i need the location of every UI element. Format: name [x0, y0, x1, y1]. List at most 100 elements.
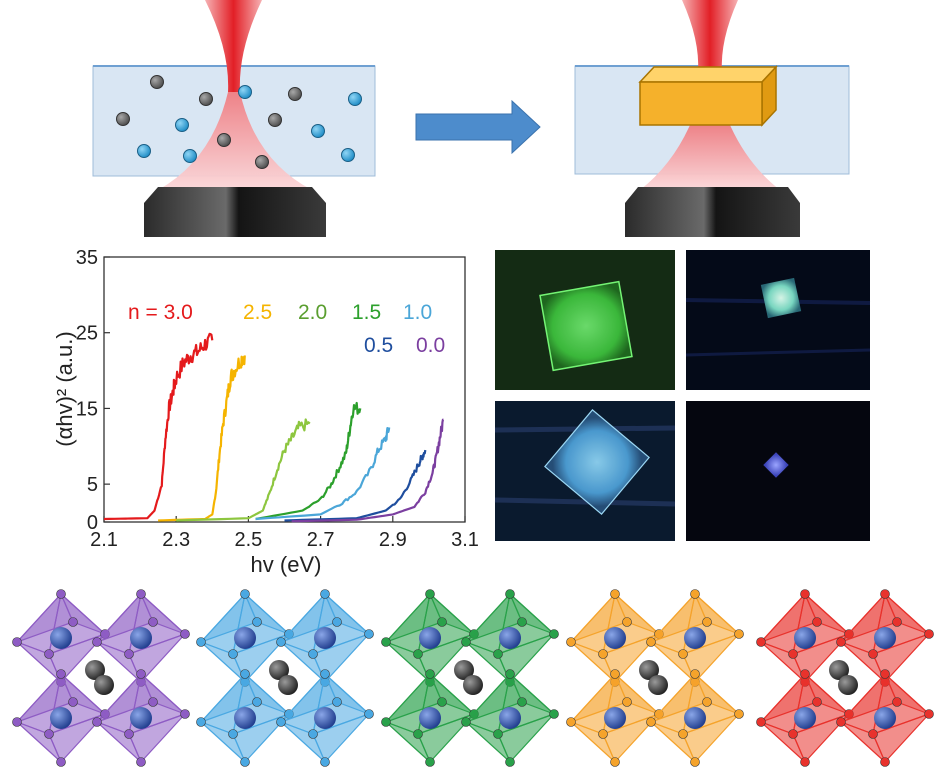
- halide-atom: [924, 629, 934, 639]
- cation-atom: [639, 660, 659, 680]
- halide-atom: [320, 669, 330, 679]
- halide-atom: [788, 729, 798, 739]
- absorption-chart: 0 5 15 25 35 2.1 2.3 2.5 2.7 2.9 3.1 hv (eV) (αhv…: [52, 247, 479, 577]
- metal-atom: [50, 627, 72, 649]
- halide-atom: [598, 729, 608, 739]
- halide-atom: [690, 589, 700, 599]
- metal-atom: [234, 707, 256, 729]
- halide-atom: [880, 669, 890, 679]
- halide-atom: [517, 617, 527, 627]
- halide-atom: [44, 649, 54, 659]
- gray-particle: [217, 133, 231, 147]
- gray-particle: [288, 87, 302, 101]
- blue-particle: [137, 144, 151, 158]
- octahedron-face: [509, 673, 555, 715]
- halide-atom: [836, 717, 846, 727]
- halide-atom: [868, 649, 878, 659]
- octahedron-face: [429, 673, 475, 715]
- halide-atom: [788, 649, 798, 659]
- laser-beam-bottom: [158, 92, 312, 190]
- halide-atom: [892, 617, 902, 627]
- halide-atom: [812, 617, 822, 627]
- octahedron-face: [804, 673, 850, 715]
- octahedron-face: [60, 593, 106, 635]
- metal-atom: [130, 707, 152, 729]
- y-tick-label: 0: [87, 512, 98, 534]
- y-tick-label: 35: [76, 247, 98, 269]
- blue-particle: [311, 124, 325, 138]
- octahedron-face: [324, 593, 370, 635]
- gray-particle: [268, 113, 282, 127]
- halide-atom: [461, 637, 471, 647]
- gray-particle: [199, 92, 213, 106]
- octahedron-face: [682, 713, 740, 764]
- octahedron: [92, 669, 190, 767]
- halide-atom: [308, 649, 318, 659]
- perovskite-structures: [12, 589, 934, 767]
- halide-atom: [252, 617, 262, 627]
- octahedron-face: [614, 593, 660, 635]
- halide-atom: [136, 589, 146, 599]
- octahedron: [756, 669, 854, 767]
- octahedron: [12, 589, 110, 687]
- x-tick-label: 2.3: [162, 529, 190, 551]
- legend-label: n = 3.0: [128, 301, 193, 324]
- laser-beam-top: [205, 0, 262, 92]
- halide-atom: [308, 729, 318, 739]
- laser-beam-bottom: [640, 125, 780, 190]
- octahedron-face: [804, 593, 850, 635]
- halide-atom: [124, 729, 134, 739]
- halide-atom: [240, 589, 250, 599]
- series-line: [255, 427, 391, 521]
- gray-particle: [116, 112, 130, 126]
- blue-particle: [175, 118, 189, 132]
- halide-atom: [136, 669, 146, 679]
- metal-atom: [794, 627, 816, 649]
- halide-atom: [68, 617, 78, 627]
- halide-atom: [381, 717, 391, 727]
- legend: n = 3.0 2.5 2.0 1.5 1.0 0.5 0.0: [128, 301, 445, 357]
- halide-atom: [756, 717, 766, 727]
- perovskite-structure-purple: [12, 589, 190, 767]
- octahedron-face: [232, 713, 290, 764]
- metal-atom: [604, 627, 626, 649]
- halide-atom: [320, 589, 330, 599]
- cation-atom: [94, 675, 114, 695]
- halide-atom: [800, 757, 810, 767]
- halide-atom: [702, 697, 712, 707]
- halide-atom: [493, 729, 503, 739]
- x-axis-label: hv (eV): [251, 552, 322, 577]
- halide-atom: [276, 717, 286, 727]
- halide-atom: [276, 637, 286, 647]
- schematic-after: [574, 0, 850, 237]
- microscope-image-cyan-square: [685, 250, 871, 390]
- halide-atom: [437, 617, 447, 627]
- halide-atom: [690, 757, 700, 767]
- cation-atom: [454, 660, 474, 680]
- halide-atom: [734, 629, 744, 639]
- metal-atom: [419, 627, 441, 649]
- metal-atom: [604, 707, 626, 729]
- y-tick-label: 25: [76, 323, 98, 345]
- halide-atom: [56, 669, 66, 679]
- perovskite-structure-red: [756, 589, 934, 767]
- metal-atom: [684, 627, 706, 649]
- laser-beam-top: [682, 0, 738, 72]
- halide-atom: [92, 637, 102, 647]
- halide-atom: [566, 717, 576, 727]
- halide-atom: [425, 669, 435, 679]
- process-arrow: [415, 99, 541, 155]
- halide-atom: [240, 757, 250, 767]
- blue-particle: [183, 149, 197, 163]
- halide-atom: [610, 757, 620, 767]
- halide-atom: [690, 669, 700, 679]
- halide-atom: [702, 617, 712, 627]
- series-group: [103, 332, 444, 523]
- microscope-image-small-diamond: [686, 401, 870, 541]
- gray-particle: [150, 75, 164, 89]
- microscope-image-green-square: [495, 250, 675, 390]
- halide-atom: [240, 669, 250, 679]
- perovskite-structure-lightblue: [196, 589, 374, 767]
- halide-atom: [56, 757, 66, 767]
- octahedron: [12, 669, 110, 767]
